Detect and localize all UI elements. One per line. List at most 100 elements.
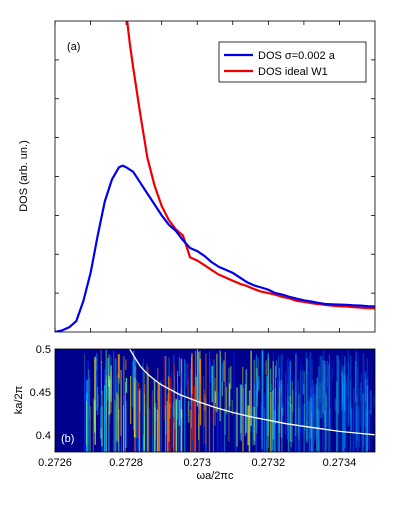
heatmap-streak	[105, 377, 107, 452]
y-tick-label: 0.4	[36, 430, 51, 442]
heatmap-streak	[300, 370, 302, 427]
heatmap-streak	[276, 360, 277, 378]
heatmap-streak	[292, 389, 294, 413]
band-curve	[129, 349, 375, 436]
heatmap-streak	[367, 395, 369, 429]
heatmap-streak	[103, 385, 106, 452]
heatmap-streak	[154, 407, 156, 452]
heatmap-streak	[328, 354, 330, 431]
heatmap-streak	[262, 350, 264, 418]
heatmap-streak	[281, 353, 283, 440]
heatmap-streak	[134, 366, 136, 435]
heatmap-streak	[303, 403, 305, 452]
heatmap-streak	[205, 353, 207, 444]
heatmap-streak	[160, 380, 162, 452]
heatmap-streak	[287, 366, 289, 404]
heatmap-streak	[94, 400, 96, 433]
heatmap-streak	[305, 351, 308, 439]
heatmap-streak	[366, 378, 368, 452]
panel-a-y-axis-label: DOS (arb. un.)	[18, 140, 30, 212]
heatmap-streak	[261, 406, 263, 452]
heatmap-streak	[324, 410, 326, 452]
heatmap-streak	[116, 391, 118, 441]
heatmap-streak	[330, 360, 332, 429]
heatmap-streak	[137, 382, 139, 438]
heatmap-streak	[106, 375, 108, 452]
heatmap-streak	[323, 364, 326, 397]
heatmap-streak	[306, 358, 308, 443]
heatmap-streak	[277, 365, 280, 388]
heatmap-streak	[295, 352, 298, 398]
heatmap-streak	[316, 377, 318, 452]
heatmap-streak	[269, 368, 272, 391]
heatmap-streak	[85, 401, 87, 445]
heatmap-streak	[171, 371, 173, 448]
heatmap-streak	[298, 393, 300, 452]
heatmap-streak	[84, 375, 86, 452]
heatmap-streak	[303, 384, 305, 395]
heatmap-streak	[173, 354, 175, 417]
heatmap-streak	[358, 387, 360, 408]
heatmap-streak	[244, 384, 246, 436]
heatmap-streak	[151, 390, 153, 452]
heatmap-streak	[317, 381, 319, 450]
heatmap-streak	[294, 376, 296, 452]
heatmap-streak	[121, 380, 122, 452]
heatmap-streak	[337, 355, 339, 415]
heatmap-streak	[113, 351, 115, 452]
heatmap-streak	[105, 375, 107, 452]
heatmap-streak	[272, 361, 274, 440]
heatmap-streak	[319, 383, 321, 402]
heatmap-streak	[313, 385, 314, 452]
heatmap-streak	[253, 406, 256, 445]
heatmap-streak	[308, 400, 310, 452]
heatmap-streak	[110, 370, 112, 413]
heatmap-streak	[174, 375, 176, 430]
heatmap-streak	[97, 386, 99, 416]
y-tick-label: 0.5	[36, 344, 51, 356]
heatmap-streak	[192, 365, 194, 440]
legend-label-series-2: DOS ideal W1	[258, 66, 328, 78]
heatmap-streak	[282, 384, 284, 417]
heatmap-streak	[191, 356, 192, 429]
heatmap-streak	[266, 375, 268, 452]
heatmap-streak	[135, 372, 137, 452]
heatmap-streak	[209, 351, 210, 452]
heatmap-streak	[350, 408, 353, 432]
heatmap-streak	[344, 356, 346, 448]
heatmap-streak	[177, 382, 179, 452]
heatmap-streak	[203, 394, 206, 411]
heatmap-streak	[289, 361, 291, 408]
heatmap-streak	[307, 395, 309, 441]
heatmap-streak	[274, 365, 276, 425]
heatmap-streak	[245, 369, 248, 433]
heatmap-streak	[367, 374, 369, 424]
heatmap-streak	[190, 409, 192, 452]
panel-a-frame	[54, 20, 376, 333]
panel-b-frame	[54, 348, 376, 453]
heatmap-streak	[203, 375, 205, 445]
series-line-1	[55, 164, 375, 332]
heatmap-streak	[307, 357, 309, 418]
heatmap-streak	[194, 385, 196, 452]
heatmap-streak	[100, 362, 102, 429]
heatmap-streak	[214, 377, 216, 426]
heatmap-streak	[257, 357, 259, 392]
heatmap-streak	[285, 372, 286, 435]
heatmap-streak	[242, 388, 244, 452]
heatmap-streak	[165, 356, 167, 435]
heatmap-streak	[314, 384, 316, 419]
heatmap-streak	[344, 375, 346, 411]
heatmap-streak	[342, 367, 343, 405]
heatmap-streak	[208, 407, 211, 452]
heatmap-streak	[338, 359, 340, 452]
heatmap-streak	[169, 403, 171, 419]
heatmap-streak	[242, 381, 244, 415]
heatmap-streak	[366, 358, 369, 443]
heatmap-streak	[132, 361, 134, 408]
legend-label-series-1: DOS σ=0.002 a	[258, 50, 336, 62]
heatmap-streak	[316, 409, 318, 421]
heatmap-streak	[326, 397, 327, 427]
heatmap-streak	[272, 352, 274, 452]
heatmap-streak	[229, 382, 231, 411]
